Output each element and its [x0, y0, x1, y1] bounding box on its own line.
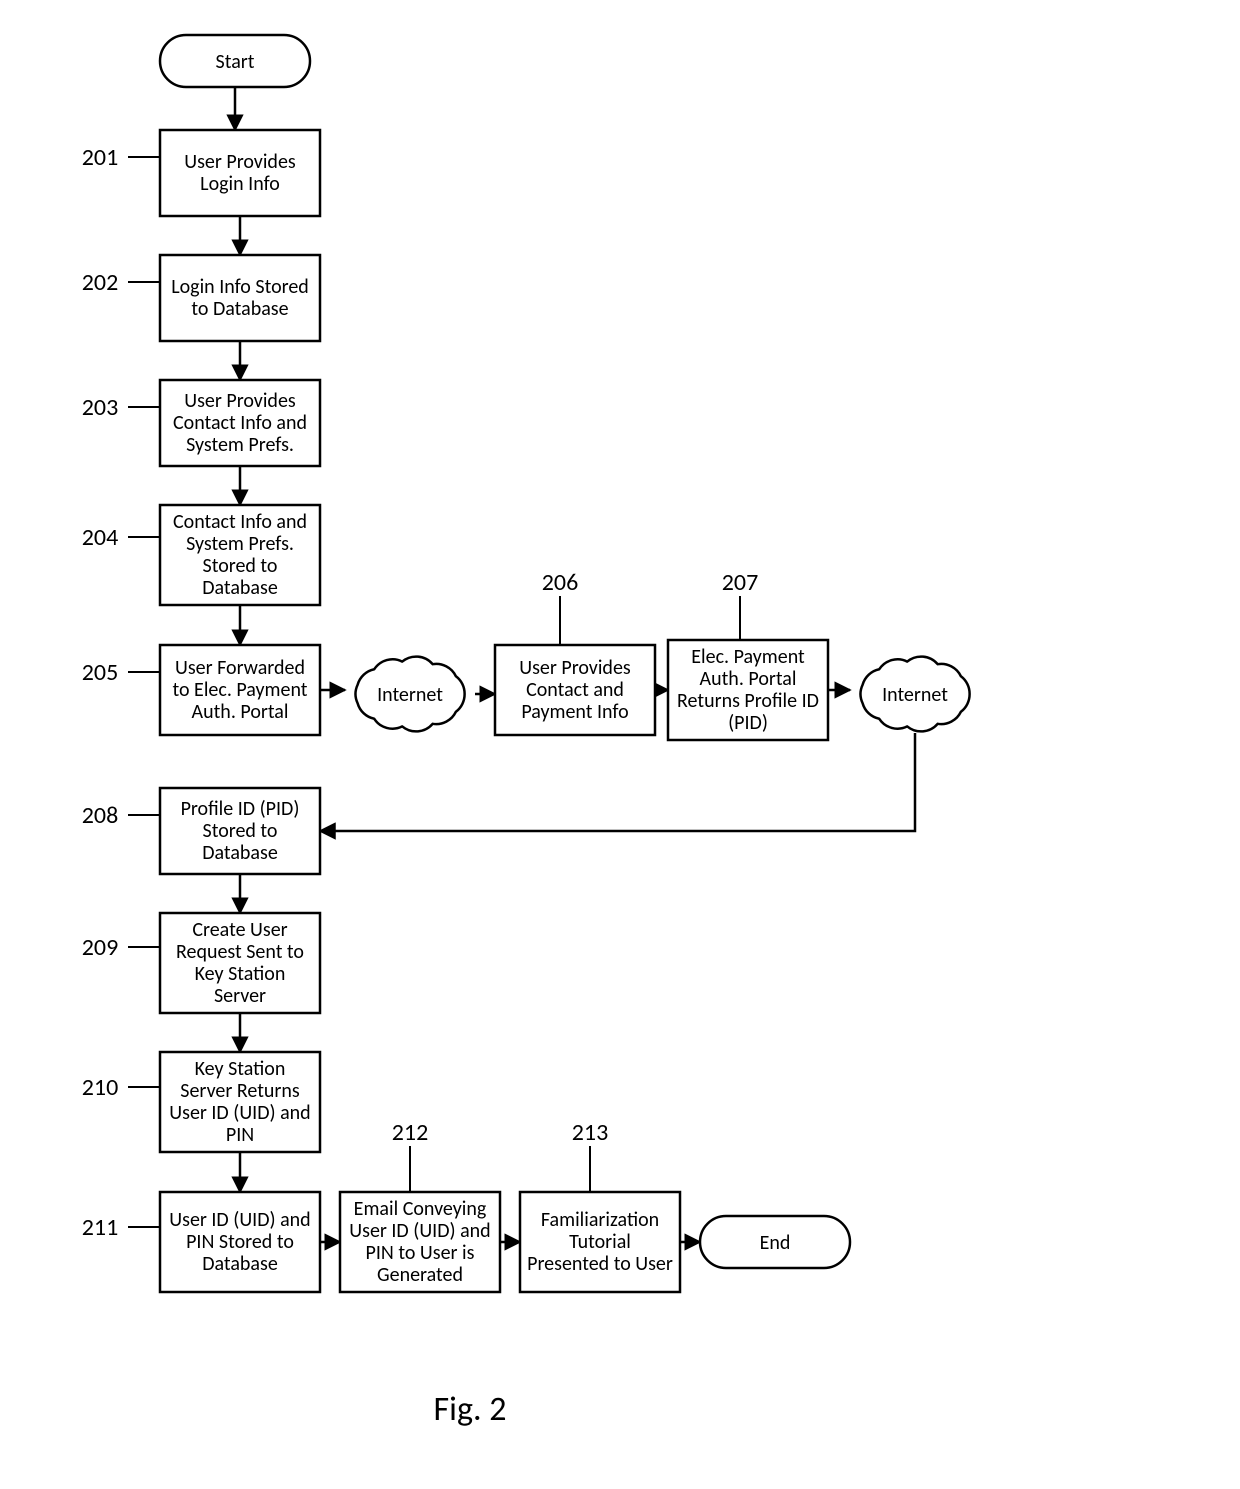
node-text: Tutorial: [569, 1230, 631, 1254]
node-text: Login Info: [200, 172, 280, 196]
node-text: PIN: [226, 1123, 254, 1147]
ref-label: 203: [82, 393, 119, 422]
ref-206: 206: [542, 568, 579, 645]
node-text: User Forwarded: [175, 656, 305, 680]
node-n207: Elec. PaymentAuth. PortalReturns Profile…: [668, 640, 828, 740]
node-text: Presented to User: [527, 1252, 673, 1276]
node-text: Auth. Portal: [700, 667, 797, 691]
node-text: User ID (UID) and: [169, 1101, 310, 1125]
node-n208: Profile ID (PID)Stored toDatabase: [160, 788, 320, 874]
ref-205: 205: [82, 658, 160, 687]
ref-label: 202: [82, 268, 119, 297]
node-n201: User ProvidesLogin Info: [160, 130, 320, 216]
node-text: PIN to User is: [366, 1241, 475, 1265]
ref-203: 203: [82, 393, 160, 422]
node-cloud1: Internet: [356, 657, 465, 732]
node-n210: Key StationServer ReturnsUser ID (UID) a…: [160, 1052, 320, 1152]
node-text: User Provides: [184, 389, 296, 413]
node-n204: Contact Info andSystem Prefs.Stored toDa…: [160, 505, 320, 605]
node-text: Auth. Portal: [192, 700, 289, 724]
node-text: Familiarization: [541, 1208, 659, 1232]
node-n212: Email ConveyingUser ID (UID) andPIN to U…: [340, 1192, 500, 1292]
node-text: Payment Info: [521, 700, 628, 724]
ref-212: 212: [392, 1118, 429, 1192]
node-text: Profile ID (PID): [181, 797, 300, 821]
node-text: Stored to: [203, 554, 278, 578]
terminator-text: End: [760, 1231, 791, 1255]
ref-210: 210: [82, 1073, 160, 1102]
ref-202: 202: [82, 268, 160, 297]
node-text: (PID): [728, 711, 768, 735]
node-text: Database: [202, 841, 278, 865]
ref-label: 212: [392, 1118, 429, 1147]
node-text: User Provides: [519, 656, 631, 680]
node-text: to Elec. Payment: [172, 678, 307, 702]
node-cloud2: Internet: [861, 657, 970, 732]
ref-208: 208: [82, 801, 160, 830]
cloud-text: Internet: [377, 683, 443, 707]
terminator-text: Start: [216, 50, 255, 74]
ref-207: 207: [722, 568, 759, 640]
ref-211: 211: [82, 1213, 160, 1242]
ref-209: 209: [82, 933, 160, 962]
flowchart-svg: StartUser ProvidesLogin InfoLogin Info S…: [0, 0, 1240, 1489]
node-text: Contact and: [526, 678, 624, 702]
ref-204: 204: [82, 523, 160, 552]
edge: [320, 733, 915, 831]
node-text: Database: [202, 1252, 278, 1276]
node-text: Database: [202, 576, 278, 600]
node-n209: Create UserRequest Sent toKey StationSer…: [160, 913, 320, 1013]
node-text: Key Station: [195, 1057, 286, 1081]
node-text: User Provides: [184, 150, 296, 174]
ref-label: 208: [82, 801, 119, 830]
ref-label: 204: [82, 523, 119, 552]
node-n213: FamiliarizationTutorialPresented to User: [520, 1192, 680, 1292]
node-text: Contact Info and: [173, 411, 307, 435]
ref-label: 213: [572, 1118, 609, 1147]
ref-label: 201: [82, 143, 119, 172]
ref-201: 201: [82, 143, 160, 172]
node-text: Stored to: [203, 819, 278, 843]
node-text: Server Returns: [180, 1079, 300, 1103]
figure-caption: Fig. 2: [434, 1389, 507, 1430]
ref-label: 210: [82, 1073, 119, 1102]
node-text: Server: [214, 984, 266, 1008]
ref-label: 205: [82, 658, 119, 687]
ref-213: 213: [572, 1118, 609, 1192]
node-text: System Prefs.: [186, 532, 294, 556]
node-text: User ID (UID) and: [169, 1208, 310, 1232]
node-text: to Database: [191, 297, 288, 321]
cloud-text: Internet: [882, 683, 948, 707]
node-text: PIN Stored to: [186, 1230, 294, 1254]
node-n211: User ID (UID) andPIN Stored toDatabase: [160, 1192, 320, 1292]
node-n202: Login Info Storedto Database: [160, 255, 320, 341]
node-n203: User ProvidesContact Info andSystem Pref…: [160, 380, 320, 466]
node-text: Elec. Payment: [691, 645, 805, 669]
ref-label: 206: [542, 568, 579, 597]
ref-label: 209: [82, 933, 119, 962]
ref-label: 211: [82, 1213, 119, 1242]
node-text: Create User: [192, 918, 287, 942]
node-text: Key Station: [195, 962, 286, 986]
node-text: System Prefs.: [186, 433, 294, 457]
node-text: Request Sent to: [176, 940, 304, 964]
node-text: User ID (UID) and: [349, 1219, 490, 1243]
node-start: Start: [160, 35, 310, 87]
node-end: End: [700, 1216, 850, 1268]
node-n206: User ProvidesContact andPayment Info: [495, 645, 655, 735]
node-text: Contact Info and: [173, 510, 307, 534]
node-text: Login Info Stored: [171, 275, 309, 299]
node-text: Email Conveying: [354, 1197, 487, 1221]
node-text: Returns Profile ID: [677, 689, 819, 713]
node-n205: User Forwardedto Elec. PaymentAuth. Port…: [160, 645, 320, 735]
node-text: Generated: [377, 1263, 463, 1287]
ref-label: 207: [722, 568, 759, 597]
